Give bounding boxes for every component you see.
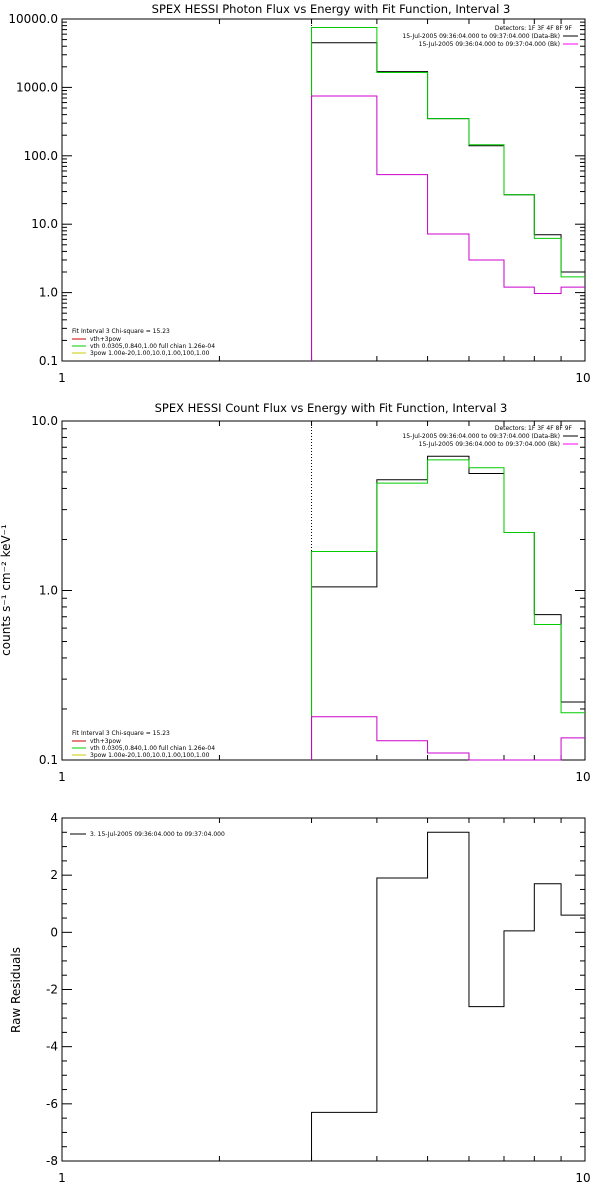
- photon-flux-y-tick-label: 10.0: [31, 217, 58, 231]
- count-flux-series-1: [311, 459, 585, 760]
- photon-flux-y-tick-label: 1000.0: [16, 80, 58, 94]
- count-flux-detectors-label: Detectors: 1F 3F 4F 8F 9F: [495, 425, 573, 432]
- photon-flux-ticks: [61, 18, 586, 362]
- photon-flux-title: SPEX HESSI Photon Flux vs Energy with Fi…: [152, 2, 511, 16]
- photon-flux-series-2: [311, 95, 585, 361]
- count-flux-series-0: [311, 455, 585, 760]
- count-flux-legend-top: Detectors: 1F 3F 4F 8F 9F 15-Jul-2005 09…: [402, 425, 578, 448]
- residuals-y-axis-label: Raw Residuals: [9, 947, 23, 1033]
- residuals-x-tick-label-1: 1: [58, 1171, 66, 1185]
- residuals-y-tick-label: 4: [50, 811, 58, 825]
- residuals-plot-frame: [61, 817, 586, 1162]
- photon-flux-detectors-label: Detectors: 1F 3F 4F 8F 9F: [495, 25, 573, 32]
- photon-flux-x-tick-label-1: 1: [58, 371, 66, 385]
- count-flux-y-tick-label: 1.0: [39, 584, 58, 598]
- residuals-y-tick-label: -4: [46, 1040, 58, 1054]
- residuals-series-0: [311, 831, 585, 1161]
- count-flux-legend-bottom: Fit Interval 3 Chi-square = 15.23 vth+3p…: [72, 730, 215, 759]
- residuals-panel: -8 -6 -4 -2 0 2 4 Raw Residuals 1 10 3. 15-Jul…: [9, 811, 591, 1185]
- photon-flux-legend-top: Detectors: 1F 3F 4F 8F 9F 15-Jul-2005 09…: [402, 25, 578, 48]
- count-flux-series-2: [311, 716, 585, 761]
- photon-flux-y-tick-label: 10000.0: [8, 12, 58, 26]
- photon-flux-series-0: [311, 42, 585, 361]
- count-flux-fit-line-2: vth 0.0305,0.840,1.00 full chian 1.26e-0…: [90, 745, 215, 752]
- count-flux-fit-line-1: vth+3pow: [90, 738, 121, 745]
- count-flux-fit-line-3: 3pow 1.00e-20,1.00,10.0,1.00,100,1.00: [90, 752, 210, 759]
- residuals-y-tick-labels: -8 -6 -4 -2 0 2 4: [46, 811, 58, 1168]
- count-flux-x-tick-label-1: 1: [58, 770, 66, 784]
- count-flux-legend-data-bk: 15-Jul-2005 09:36:04.000 to 09:37:04.000…: [402, 433, 560, 440]
- residuals-ticks: [61, 817, 586, 1162]
- residuals-y-tick-label: 2: [50, 868, 58, 882]
- photon-flux-legend-bk: 15-Jul-2005 09:36:04.000 to 09:37:04.000…: [419, 41, 560, 48]
- count-flux-y-tick-labels: 0.1 1.0 10.0: [31, 414, 58, 767]
- photon-flux-y-tick-label: 0.1: [39, 354, 58, 368]
- residuals-y-tick-label: 0: [50, 925, 58, 939]
- count-flux-legend-bk: 15-Jul-2005 09:36:04.000 to 09:37:04.000…: [419, 441, 560, 448]
- photon-flux-panel: SPEX HESSI Photon Flux vs Energy with Fi…: [8, 2, 590, 385]
- residuals-legend: 3. 15-Jul-2005 09:36:04.000 to 09:37:04.…: [70, 831, 225, 838]
- residuals-y-tick-label: -6: [46, 1097, 58, 1111]
- count-flux-y-axis-label: counts s⁻¹ cm⁻² keV⁻¹: [0, 524, 13, 656]
- residuals-y-tick-label: -2: [46, 983, 58, 997]
- photon-flux-y-tick-labels: 0.1 1.0 10.0 100.0 1000.0 10000.0: [8, 12, 58, 368]
- photon-flux-series-1: [311, 27, 585, 361]
- count-flux-plot-frame: [61, 420, 586, 761]
- count-flux-title: SPEX HESSI Count Flux vs Energy with Fit…: [155, 401, 508, 415]
- photon-flux-y-tick-label: 1.0: [39, 286, 58, 300]
- residuals-x-tick-label-10: 10: [575, 1171, 590, 1185]
- photon-flux-plot-frame: [61, 18, 586, 362]
- count-flux-panel: SPEX HESSI Count Flux vs Energy with Fit…: [0, 401, 591, 784]
- photon-flux-y-tick-label: 100.0: [24, 149, 58, 163]
- photon-flux-legend-bottom: Fit Interval 3 Chi-square = 15.23 vth+3p…: [72, 328, 215, 357]
- photon-flux-legend-data-bk: 15-Jul-2005 09:36:04.000 to 09:37:04.000…: [402, 33, 560, 40]
- residuals-y-tick-label: -8: [46, 1154, 58, 1168]
- count-flux-fit-header: Fit Interval 3 Chi-square = 15.23: [72, 730, 170, 737]
- count-flux-series-group: [311, 421, 585, 761]
- count-flux-ticks: [61, 420, 586, 761]
- photon-flux-x-tick-label-10: 10: [575, 371, 590, 385]
- count-flux-y-tick-label: 0.1: [39, 753, 58, 767]
- photon-flux-fit-header: Fit Interval 3 Chi-square = 15.23: [72, 328, 170, 335]
- residuals-series-group: [311, 831, 585, 1161]
- photon-flux-fit-line-3: 3pow 1.00e-20,1.00,10.0,1.00,100,1.00: [90, 350, 210, 357]
- residuals-legend-label: 3. 15-Jul-2005 09:36:04.000 to 09:37:04.…: [90, 831, 225, 838]
- photon-flux-fit-line-1: vth+3pow: [90, 336, 121, 343]
- photon-flux-series-group: [311, 19, 585, 361]
- count-flux-x-tick-label-10: 10: [575, 770, 590, 784]
- count-flux-y-tick-label: 10.0: [31, 414, 58, 428]
- photon-flux-fit-line-2: vth 0.0305,0.840,1.00 full chian 1.26e-0…: [90, 343, 215, 350]
